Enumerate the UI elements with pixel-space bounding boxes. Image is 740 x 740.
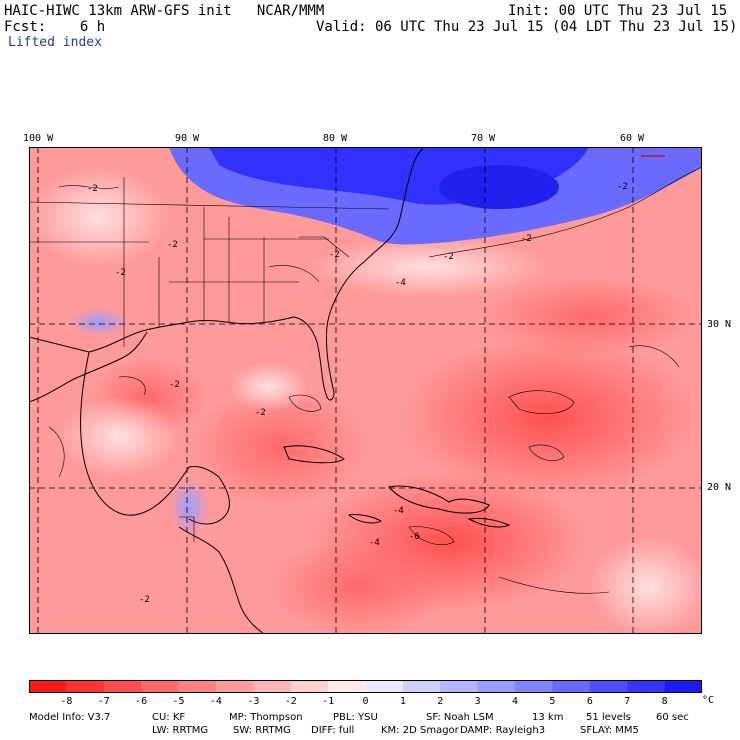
colorbar-swatch: [253, 680, 292, 693]
lon-label-80w: 80 W: [323, 133, 348, 144]
contour-label: -2: [329, 250, 340, 260]
cu-scheme: CU: KF: [152, 712, 186, 723]
contour-label: -2: [255, 408, 266, 418]
sflay-option: SFLAY: MM5: [580, 725, 639, 736]
colorbar-tick-label: 1: [399, 696, 406, 707]
colorbar-swatch: [589, 680, 628, 693]
colorbar-swatch: [552, 680, 591, 693]
colorbar-frame: [29, 680, 702, 693]
contour-label: -2: [443, 252, 454, 262]
map-frame: [29, 147, 702, 634]
diff-option: DIFF: full: [311, 725, 355, 736]
colorbar-tick-label: -4: [209, 696, 222, 707]
colorbar-tick-label: 8: [661, 696, 668, 707]
lat-label-20n: 20 N: [707, 482, 732, 493]
contour-label: -4: [393, 506, 404, 516]
colorbar-swatch: [477, 680, 516, 693]
contour-label: -2: [115, 268, 126, 278]
contour-lines: [48, 166, 702, 594]
lon-label-60w: 60 W: [620, 133, 645, 144]
colorbar-swatch: [141, 680, 180, 693]
resolution: 13 km: [532, 712, 564, 723]
colorbar-tick-label: 5: [549, 696, 556, 707]
colorbar-swatch: [328, 680, 366, 693]
contour-label: -2: [169, 380, 180, 390]
colorbar-swatch: [29, 680, 67, 693]
contour-label: -2: [139, 595, 150, 605]
colorbar-tick-label: 4: [512, 696, 519, 707]
contour-label: -2: [617, 182, 628, 192]
colorbar-tick-label: 2: [437, 696, 444, 707]
lon-label-70w: 70 W: [471, 133, 496, 144]
valid-time: Valid: 06 UTC Thu 23 Jul 15 (04 LDT Thu …: [316, 19, 738, 35]
field-name: Lifted index: [8, 35, 102, 50]
borders: [29, 177, 390, 542]
colorbar-unit: °C: [702, 695, 715, 706]
colorbar-tick-label: -8: [60, 696, 73, 707]
colorbar-tick-label: -5: [172, 696, 185, 707]
colorbar-swatch: [178, 680, 217, 693]
colorbar-swatch: [66, 680, 105, 693]
mp-scheme: MP: Thompson: [229, 712, 303, 723]
colorbar-tick-label: 6: [586, 696, 593, 707]
contour-value-labels: -2 -2 -2 -2 -2 -2 -2 -2 -2 -2 -4 -4 -4 -…: [87, 182, 628, 605]
colorbar-swatch: [440, 680, 479, 693]
colorbar-tick-label: -2: [284, 696, 297, 707]
colorbar-tick-label: -6: [135, 696, 148, 707]
lw-scheme: LW: RRTMG: [152, 725, 209, 736]
colorbar-swatch: [103, 680, 142, 693]
contour-label: -6: [409, 532, 420, 542]
stable-region: [69, 147, 702, 537]
colorbar-swatch: [402, 680, 441, 693]
colorbar-swatch: [664, 680, 702, 693]
contour-label: -2: [521, 234, 532, 244]
sw-scheme: SW: RRTMG: [233, 725, 291, 736]
colorbar-swatch: [290, 680, 329, 693]
forecast-hour: Fcst: 6 h: [4, 19, 106, 35]
pbl-scheme: PBL: YSU: [333, 712, 378, 723]
contour-label: -4: [395, 278, 406, 288]
colorbar-swatch: [627, 680, 666, 693]
contour-label: -2: [167, 240, 178, 250]
timestep: 60 sec: [656, 712, 689, 723]
colorbar-swatch: [215, 680, 254, 693]
lat-label-30n: 30 N: [707, 319, 732, 330]
damp-option: DAMP: Rayleigh3: [460, 725, 546, 736]
lon-label-100w: 100 W: [23, 133, 54, 144]
init-time: Init: 00 UTC Thu 23 Jul 15: [508, 3, 728, 19]
km-option: KM: 2D Smagor: [381, 725, 459, 736]
colorbar-tick-label: 0: [362, 696, 369, 707]
colorbar-tick-label: -7: [97, 696, 110, 707]
model-info: Model Info: V3.7: [29, 712, 111, 723]
lifted-index-map[interactable]: -2 -2 -2 -2 -2 -2 -2 -2 -2 -2 -4 -4 -4 -…: [29, 147, 702, 634]
colorbar-tick-label: 7: [624, 696, 631, 707]
lon-label-90w: 90 W: [175, 133, 200, 144]
colorbar-tick-label: 3: [474, 696, 481, 707]
colorbar-swatch: [365, 680, 404, 693]
levels: 51 levels: [586, 712, 631, 723]
model-title: HAIC-HIWC 13km ARW-GFS init NCAR/MMM: [4, 3, 325, 19]
contour-label: -2: [87, 184, 98, 194]
colorbar-swatch: [515, 680, 553, 693]
colorbar-tick-label: -3: [247, 696, 260, 707]
colorbar-tick-label: -1: [322, 696, 335, 707]
sf-scheme: SF: Noah LSM: [426, 712, 494, 723]
colorbar: [29, 680, 702, 693]
graticule: [29, 147, 702, 634]
coastlines: [29, 147, 511, 634]
contour-label: -4: [369, 538, 380, 548]
